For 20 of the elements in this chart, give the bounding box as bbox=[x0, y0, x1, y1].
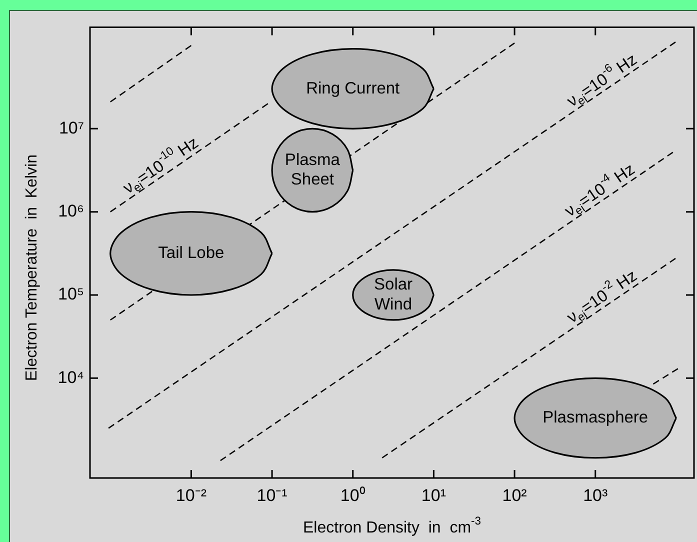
annotation: νei=10-6 Hz bbox=[564, 50, 640, 111]
annotation: νei=10-10 Hz bbox=[120, 134, 202, 198]
series-label: Ring Current bbox=[306, 79, 400, 98]
series-label: Plasma Sheet bbox=[284, 150, 341, 189]
x-tick-label: 10³ bbox=[583, 486, 608, 505]
y-axis-title: Electron Temperature in Kelvin bbox=[23, 154, 40, 381]
x-tick-label: 10⁰ bbox=[340, 486, 366, 505]
y-tick-label: 10⁵ bbox=[58, 284, 84, 304]
series-label: Tail Lobe bbox=[158, 244, 224, 262]
y-tick-label: 10⁶ bbox=[58, 202, 84, 221]
x-tick-label: 10² bbox=[502, 486, 528, 505]
y-tick-label: 10⁷ bbox=[58, 118, 84, 138]
series-label: Solar Wind bbox=[374, 276, 414, 314]
series-label: Plasmasphere bbox=[542, 408, 648, 427]
x-tick-label: 10⁻¹ bbox=[256, 486, 288, 505]
y-tick-label: 10⁴ bbox=[58, 368, 84, 387]
annotation: νei=10-4 Hz bbox=[562, 160, 638, 220]
x-tick-label: 10⁻² bbox=[176, 486, 207, 505]
annotation: νei=10-2 Hz bbox=[564, 266, 640, 327]
x-tick-label: 10¹ bbox=[421, 486, 446, 505]
